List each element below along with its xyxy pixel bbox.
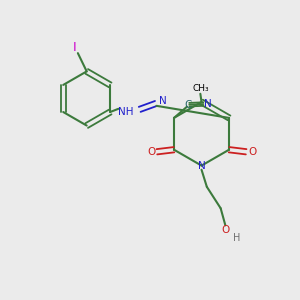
Text: N: N	[159, 95, 167, 106]
Text: O: O	[248, 147, 256, 157]
Text: I: I	[73, 41, 76, 54]
Text: C: C	[184, 100, 192, 110]
Text: NH: NH	[118, 107, 134, 117]
Text: H: H	[233, 233, 241, 243]
Text: CH₃: CH₃	[192, 84, 209, 93]
Text: N: N	[198, 160, 206, 171]
Text: N: N	[204, 99, 212, 109]
Text: O: O	[222, 225, 230, 235]
Text: O: O	[147, 147, 155, 157]
